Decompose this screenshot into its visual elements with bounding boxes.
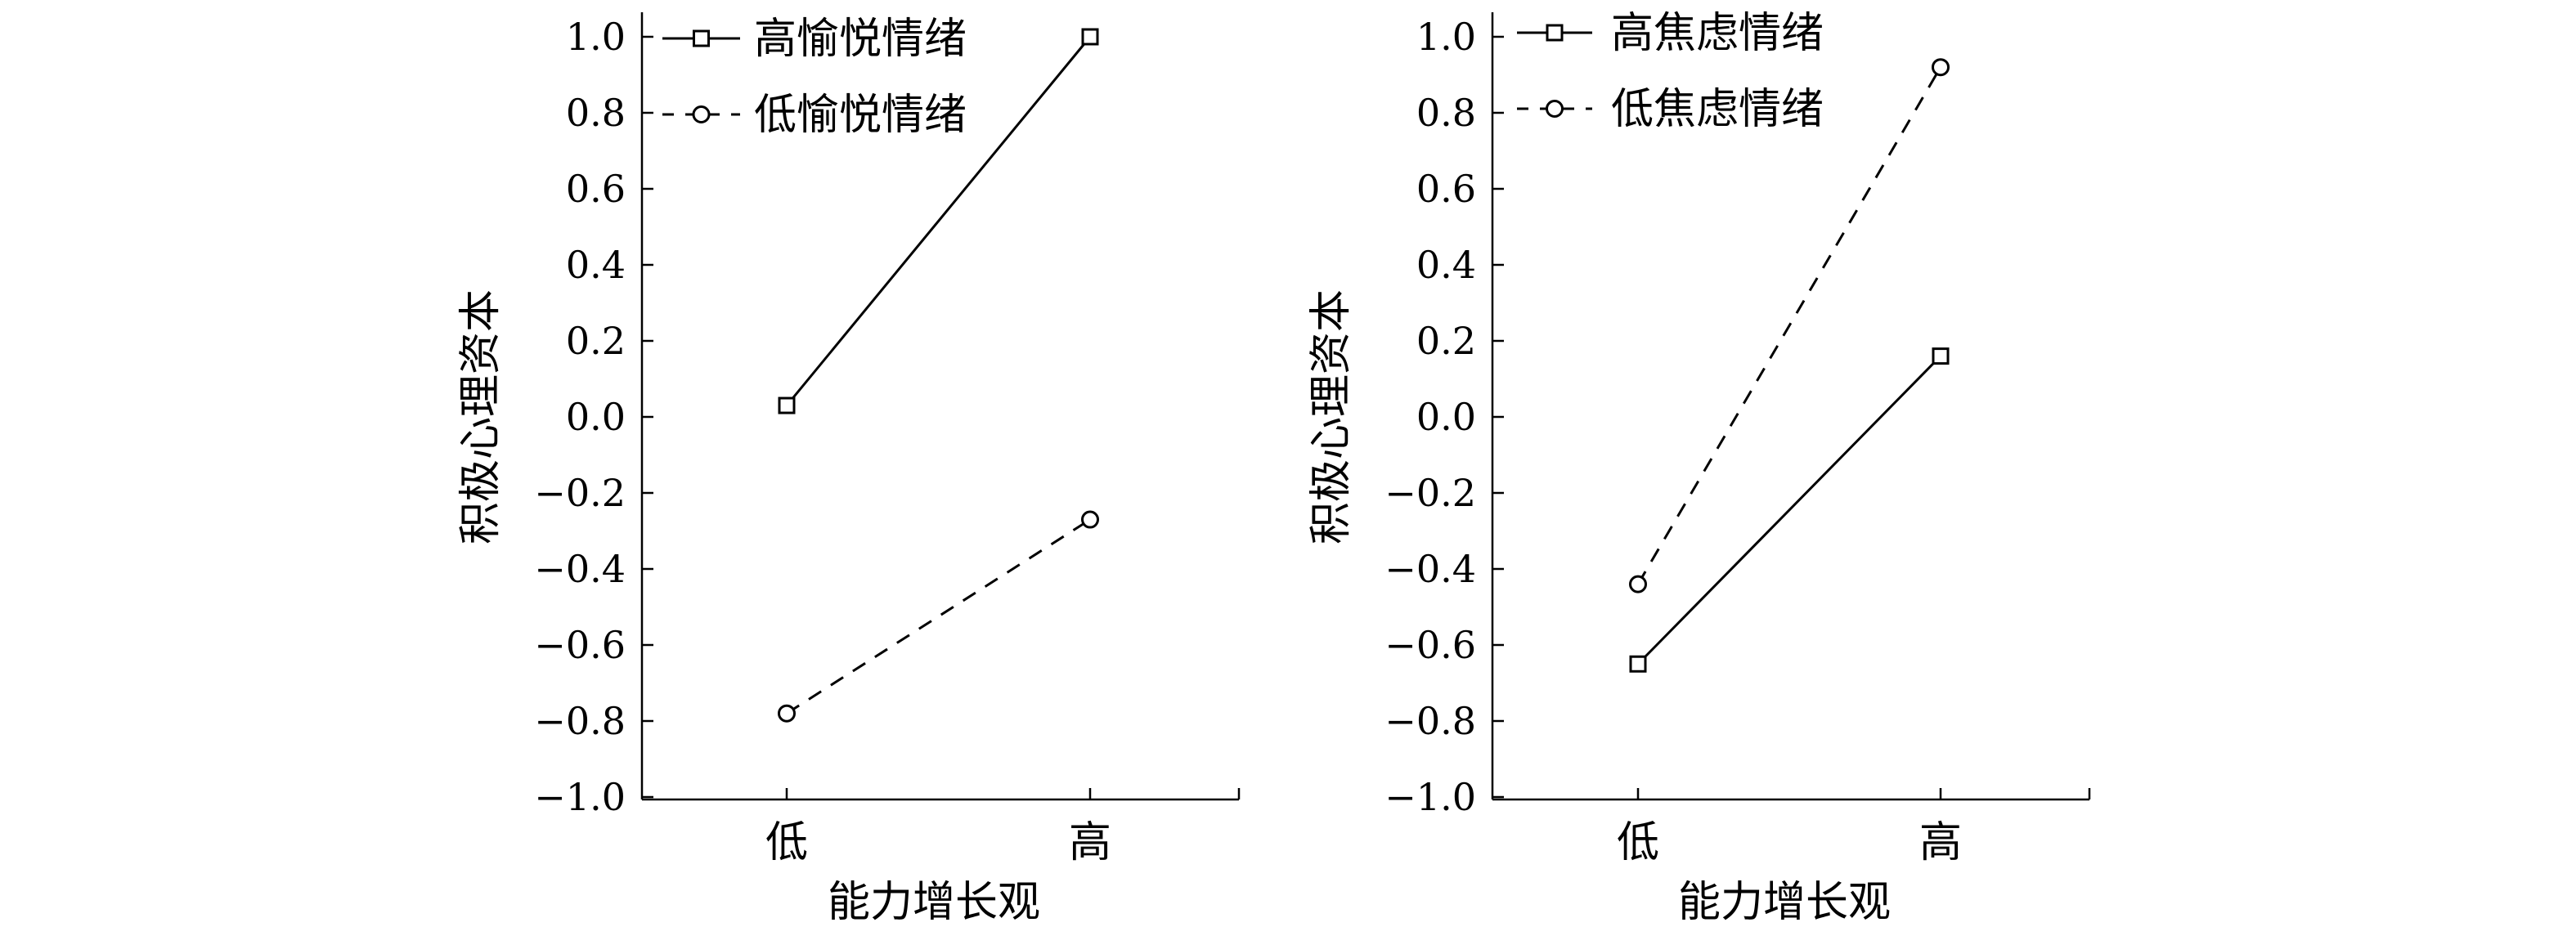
y-tick-label: −1.0 <box>534 775 626 819</box>
chart-panel-2: 1.0 0.8 0.6 0.4 0.2 0.0 −0.2 −0.4 −0.6 −0.8 −1.0 低 高… <box>1307 9 2091 927</box>
x-tick-label: 高 <box>1069 818 1111 867</box>
legend-marker-circle <box>1546 100 1564 118</box>
data-point-square <box>1932 347 1950 365</box>
y-axis-title: 积极心理资本 <box>1307 289 1356 544</box>
data-point-square <box>1081 28 1099 46</box>
y-tick-label: 1.0 <box>1416 15 1476 59</box>
data-point-square <box>778 396 796 414</box>
y-tick-label: −0.2 <box>534 471 626 515</box>
legend-marker-square <box>1546 24 1564 42</box>
y-tick-label: 0.2 <box>566 319 626 363</box>
y-tick-label: 0.2 <box>1416 319 1476 363</box>
legend-marker-square <box>693 29 710 47</box>
data-point-square <box>1629 655 1647 673</box>
y-tick-label: 0.4 <box>566 243 626 287</box>
x-tick-label: 低 <box>1617 818 1659 867</box>
data-point-circle <box>1081 510 1099 529</box>
y-tick-label: 0.8 <box>566 91 626 135</box>
y-tick-label: −0.2 <box>1384 471 1476 515</box>
x-tick-label: 高 <box>1919 818 1962 867</box>
y-tick-label: 0.6 <box>1416 167 1476 211</box>
y-tick-label: 0.8 <box>1416 91 1476 135</box>
y-tick-label: −1.0 <box>1384 775 1476 819</box>
y-tick-label: −0.6 <box>534 623 626 667</box>
legend-marker-circle <box>692 105 711 123</box>
y-tick-label: 0.6 <box>566 167 626 211</box>
y-tick-label: 0.0 <box>1416 395 1476 439</box>
y-tick-label: 0.0 <box>566 395 626 439</box>
chart-panel-1: 1.0 0.8 0.6 0.4 0.2 0.0 −0.2 −0.4 −0.6 −0.8 −1.0 低 高… <box>456 12 1241 927</box>
series-line-2 <box>786 518 1091 714</box>
data-point-circle <box>1932 58 1950 77</box>
series-line-2 <box>1636 66 1942 585</box>
y-tick-label: −0.4 <box>1384 547 1476 591</box>
y-axis-title: 积极心理资本 <box>456 289 505 544</box>
y-tick-label: −0.6 <box>1384 623 1476 667</box>
data-point-circle <box>778 704 796 723</box>
y-tick-label: −0.8 <box>1384 699 1476 743</box>
legend-label: 高愉悦情绪 <box>754 15 967 64</box>
y-tick-label: 0.4 <box>1416 243 1476 287</box>
legend-label: 低焦虑情绪 <box>1611 85 1824 134</box>
series-line-1 <box>1636 355 1942 665</box>
x-axis-title: 能力增长观 <box>828 878 1040 927</box>
y-tick-label: −0.4 <box>534 547 626 591</box>
series-line-1 <box>785 36 1092 407</box>
y-tick-label: 1.0 <box>566 15 626 59</box>
data-point-circle <box>1629 575 1647 593</box>
y-tick-label: −0.8 <box>534 699 626 743</box>
x-axis-title: 能力增长观 <box>1678 878 1891 927</box>
legend-label: 低愉悦情绪 <box>754 91 967 140</box>
legend-label: 高焦虑情绪 <box>1611 9 1824 58</box>
x-tick-label: 低 <box>765 818 808 867</box>
